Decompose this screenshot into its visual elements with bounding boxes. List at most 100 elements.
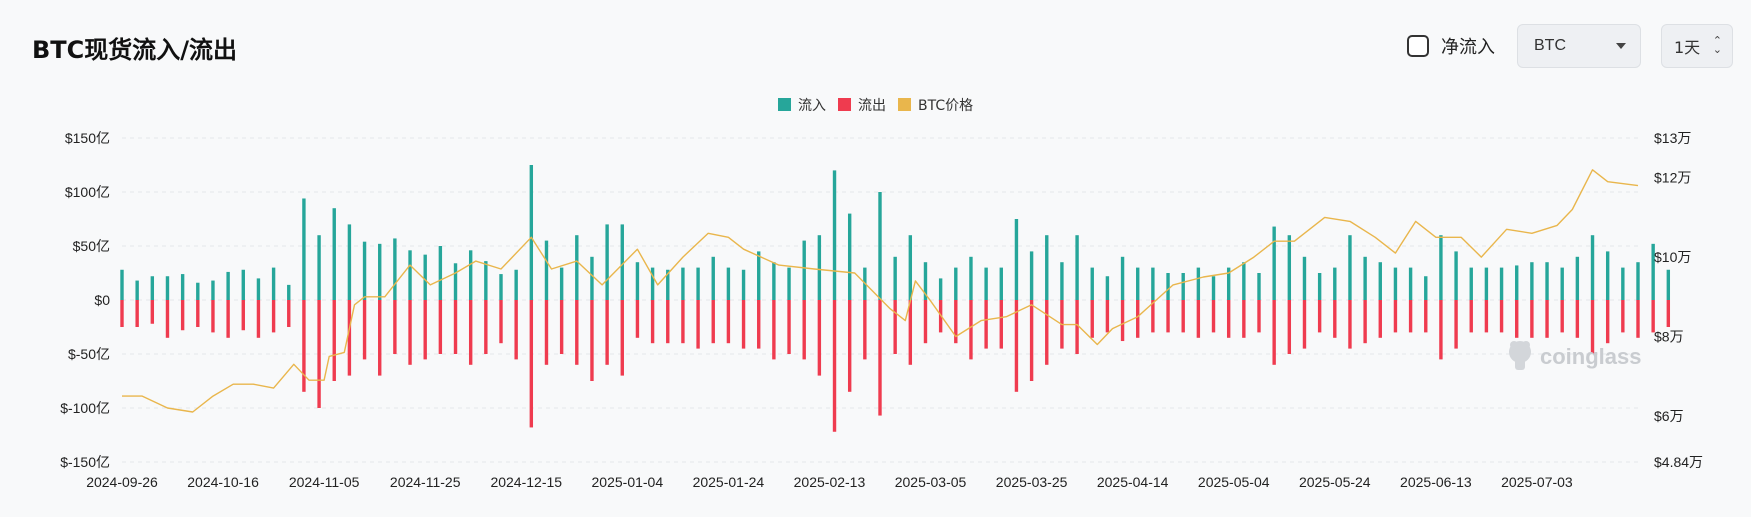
outflow-bar	[878, 300, 882, 416]
outflow-bar	[590, 300, 594, 381]
outflow-bar	[544, 300, 549, 365]
outflow-bar	[1166, 300, 1170, 333]
outflow-bar	[1317, 300, 1322, 333]
price-line-layer	[122, 169, 1639, 413]
inflow-bar	[468, 250, 473, 300]
x-tick-label: 2025-05-04	[1198, 474, 1270, 490]
y-right-tick-label: $10万	[1654, 249, 1691, 265]
watermark: coinglass	[1509, 341, 1641, 370]
outflow-bar	[757, 300, 761, 349]
inflow-bar	[1393, 267, 1398, 300]
inflow-bar	[499, 274, 503, 300]
asset-select-value: BTC	[1534, 37, 1566, 54]
outflow-bar	[1226, 300, 1231, 338]
inflow-bar	[150, 276, 155, 300]
inflow-bar	[1045, 235, 1049, 300]
outflow-bar	[969, 300, 973, 360]
legend-item[interactable]: BTC价格	[898, 98, 973, 114]
outflow-bar	[696, 300, 700, 349]
net-flow-toggle[interactable]: 净流入	[1407, 33, 1495, 59]
outflow-bar	[362, 300, 367, 360]
outflow-bar	[1484, 300, 1489, 333]
interval-select[interactable]: 1天 ⌃ ⌄	[1661, 24, 1733, 68]
outflow-bar	[999, 300, 1003, 349]
outflow-bar	[287, 300, 291, 327]
inflow-bar	[1666, 269, 1671, 300]
legend-label: 流出	[858, 98, 886, 114]
inflow-bar	[1348, 235, 1352, 300]
outflow-bar	[832, 300, 837, 432]
outflow-bar	[1424, 300, 1428, 333]
outflow-bar	[347, 300, 352, 376]
inflow-bar	[893, 256, 897, 300]
y-left-tick-label: $-100亿	[60, 400, 110, 416]
legend-label: 流入	[798, 98, 826, 114]
legend[interactable]: 流入 流出 BTC价格	[778, 98, 973, 114]
price-line	[122, 169, 1639, 413]
outflow-bar	[514, 300, 518, 360]
inflow-bar	[1605, 251, 1610, 300]
outflow-bar	[908, 300, 913, 365]
y-left-tick-label: $100亿	[65, 184, 110, 200]
inflow-bar	[1060, 262, 1064, 300]
outflow-bar	[484, 300, 488, 354]
outflow-bar	[1363, 300, 1367, 344]
inflow-bar	[559, 267, 564, 300]
x-tick-label: 2025-05-24	[1299, 474, 1371, 490]
outflow-bar	[1605, 300, 1610, 344]
outflow-bar	[332, 300, 336, 381]
outflow-bar	[1530, 300, 1534, 338]
inflow-bar	[408, 250, 412, 300]
inflow-bar	[1408, 267, 1413, 300]
y-left-tick-label: $50亿	[73, 238, 110, 254]
asset-select[interactable]: BTC	[1517, 24, 1641, 68]
inflow-bar	[1590, 235, 1595, 300]
inflow-bar	[954, 267, 958, 300]
legend-item[interactable]: 流出	[838, 98, 886, 114]
inflow-bar	[211, 280, 215, 300]
outflow-bar	[620, 300, 624, 376]
inflow-bar	[438, 246, 443, 300]
outflow-bar	[1348, 300, 1352, 349]
inflow-bar	[1105, 276, 1110, 300]
net-flow-checkbox[interactable]	[1407, 35, 1429, 57]
inflow-bar	[817, 235, 822, 300]
inflow-bar	[332, 208, 336, 300]
outflow-bar	[1515, 300, 1519, 338]
outflow-bar	[893, 300, 897, 354]
outflow-bar	[1211, 300, 1216, 333]
inflow-bar	[1287, 235, 1292, 300]
net-flow-label: 净流入	[1441, 37, 1495, 58]
outflow-bar	[772, 300, 776, 360]
legend-item[interactable]: 流入	[778, 98, 826, 114]
inflow-bar	[287, 284, 291, 300]
outflow-bar	[559, 300, 564, 354]
inflow-bar	[984, 267, 988, 300]
inflow-bar	[832, 170, 837, 300]
outflow-bar	[120, 300, 124, 327]
outflow-bar	[1621, 300, 1625, 333]
outflow-bar	[605, 300, 609, 365]
inflow-bar	[650, 267, 655, 300]
chart-controls: 净流入 BTC 1天 ⌃ ⌄	[1407, 24, 1733, 68]
inflow-bar	[362, 241, 367, 300]
inflow-bar	[1484, 267, 1489, 300]
x-tick-label: 2024-10-16	[187, 474, 259, 490]
inflow-bar	[969, 256, 973, 300]
outflow-bar	[1393, 300, 1398, 333]
outflow-bar	[1105, 300, 1110, 333]
outflow-bar	[1545, 300, 1549, 338]
inflow-bar	[575, 235, 579, 300]
outflow-bar	[408, 300, 412, 365]
outflow-bar	[1287, 300, 1292, 354]
inflow-bar	[120, 269, 124, 300]
outflow-bar	[196, 300, 200, 327]
inflow-bar	[802, 240, 806, 300]
outflow-bar	[1302, 300, 1307, 349]
inflow-bar	[544, 240, 549, 300]
outflow-bar	[271, 300, 276, 333]
inflow-bar	[393, 238, 397, 300]
inflow-bar	[1196, 267, 1201, 300]
outflow-bar	[468, 300, 473, 365]
inflow-bar	[772, 262, 776, 300]
